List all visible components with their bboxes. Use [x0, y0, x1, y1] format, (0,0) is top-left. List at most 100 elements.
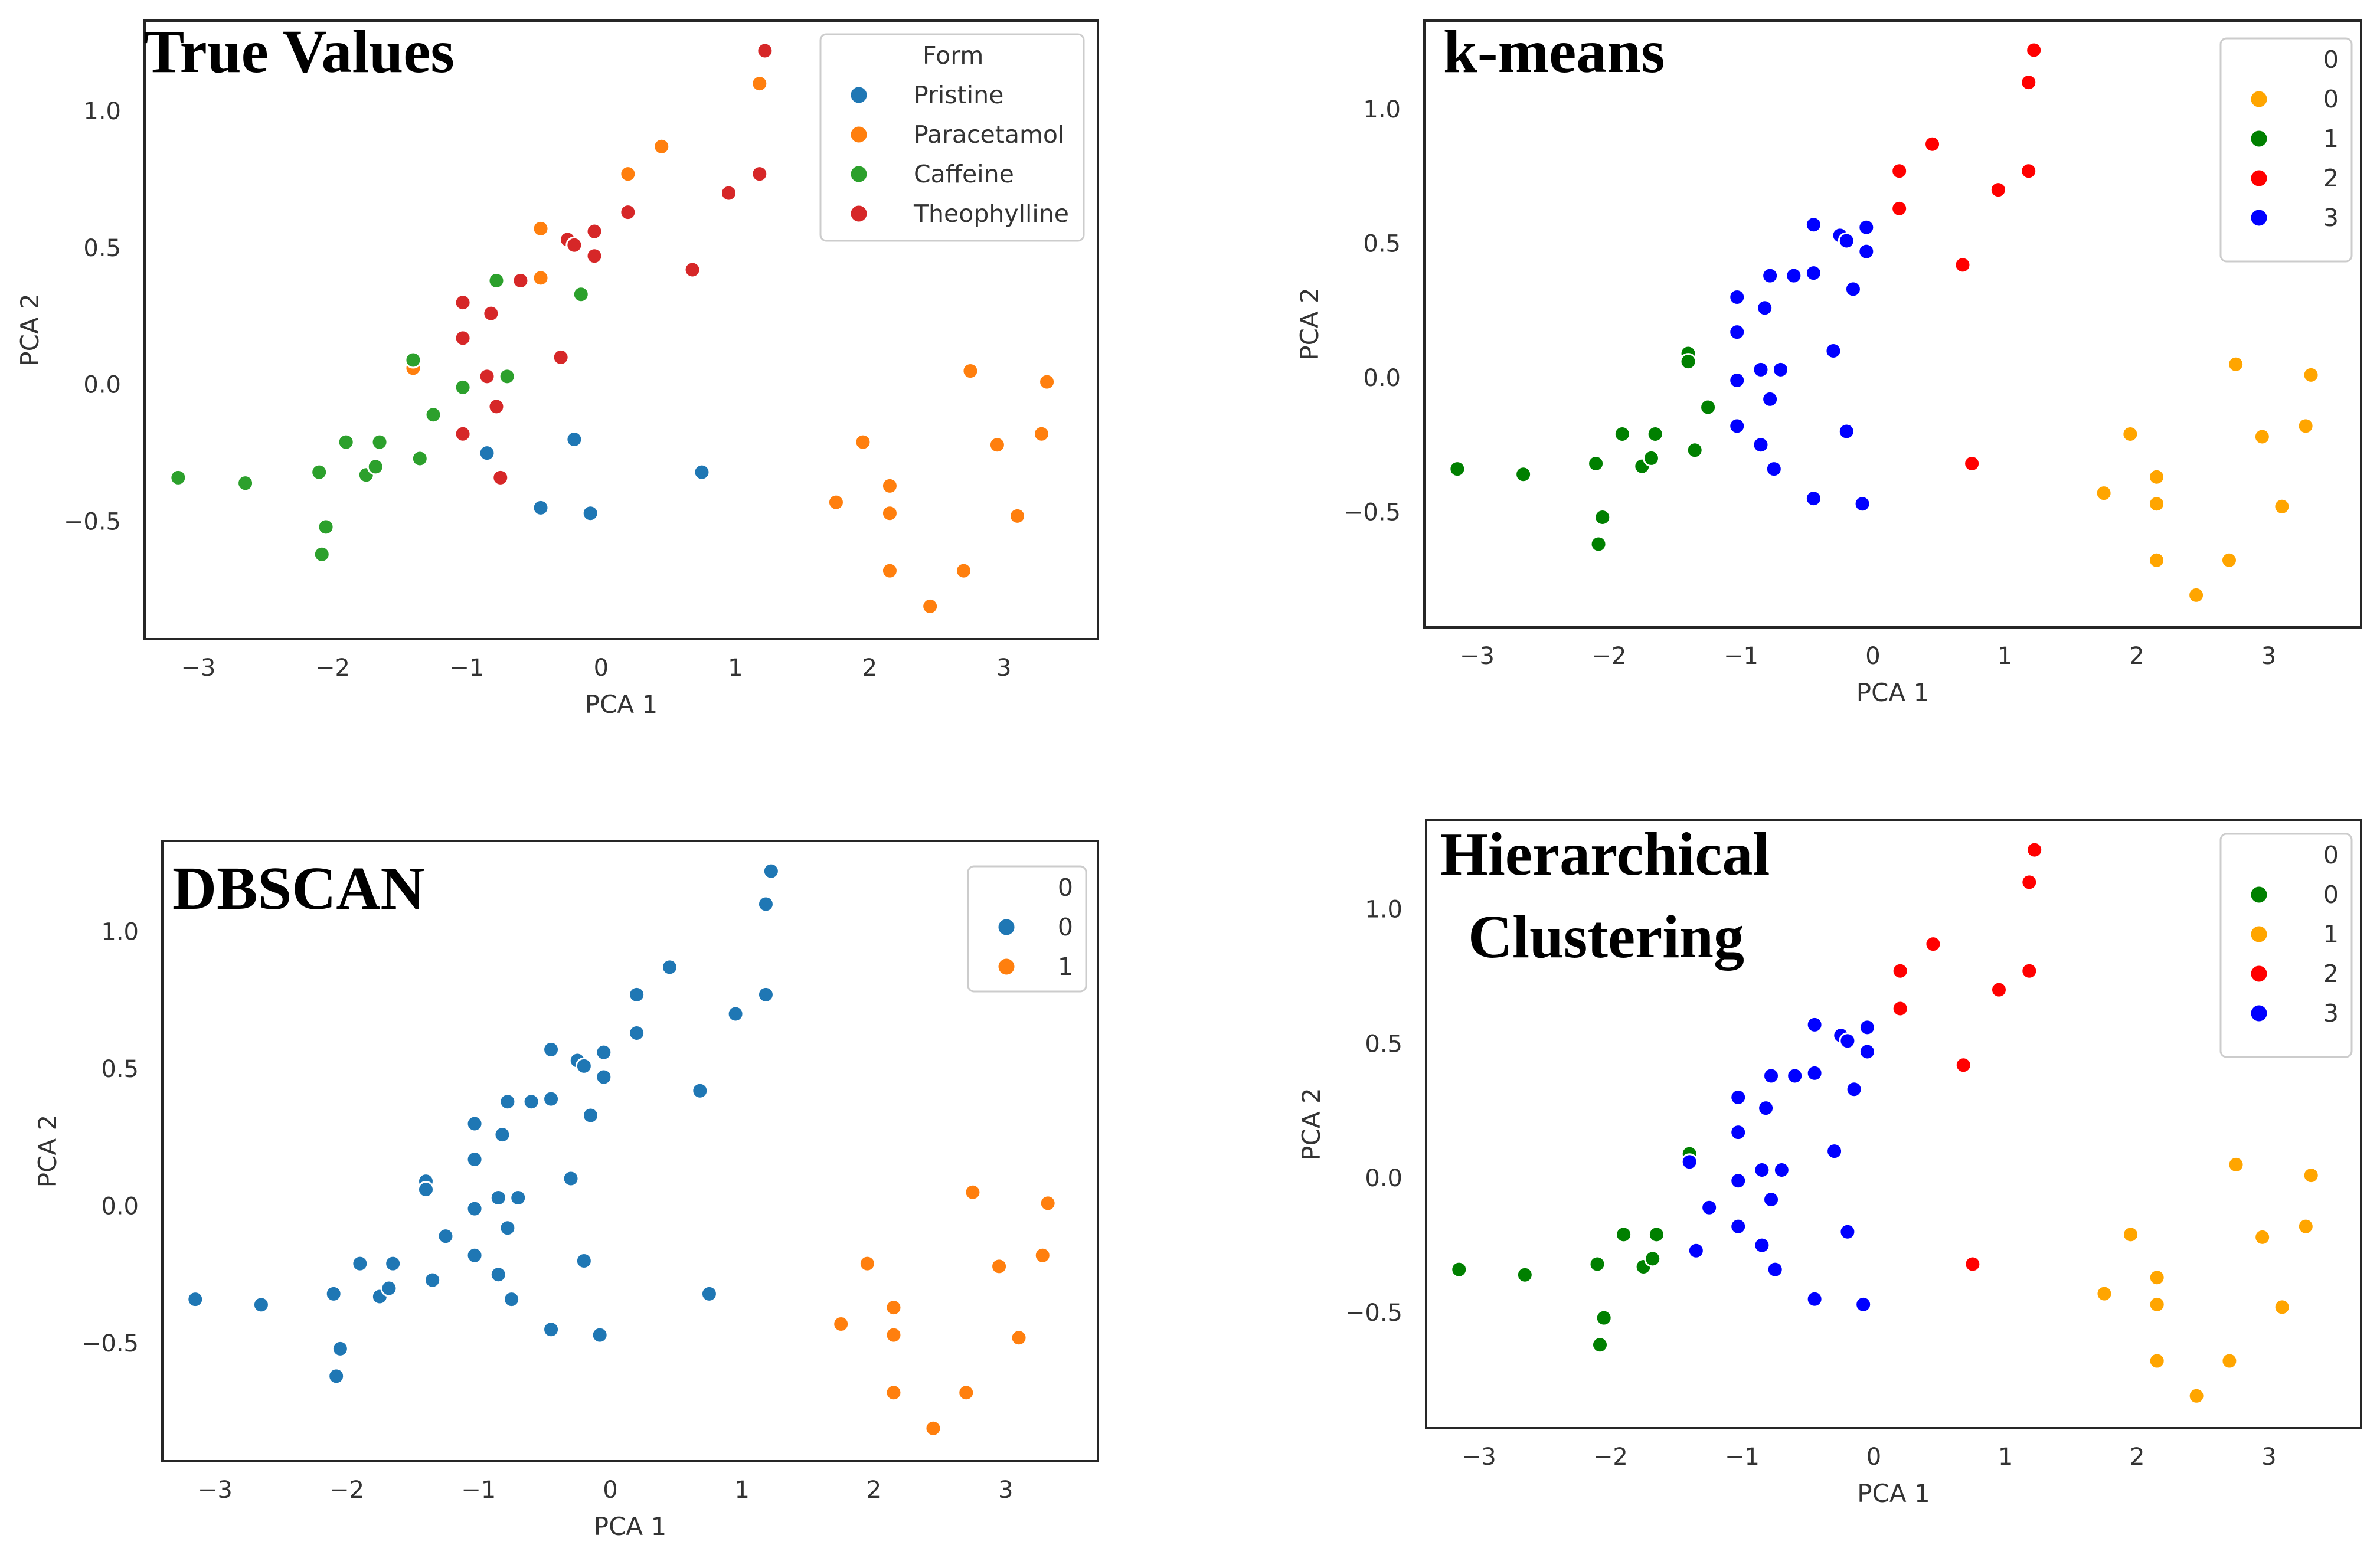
data-point [858, 1255, 876, 1272]
y-axis-label: PCA 2 [1295, 287, 1324, 360]
x-tick-label: 0 [1866, 1444, 1881, 1471]
data-point [1756, 299, 1774, 317]
data-point [832, 1315, 850, 1333]
data-point [1039, 1194, 1057, 1212]
data-point [2148, 1295, 2166, 1313]
data-point [1010, 1329, 1028, 1347]
data-point [454, 378, 472, 396]
data-point [1839, 1223, 1856, 1240]
data-point [478, 444, 496, 462]
plot-area [1425, 819, 2362, 1429]
data-point [581, 505, 599, 522]
data-point [1728, 289, 1746, 306]
data-point [1858, 1043, 1876, 1061]
data-point [757, 895, 774, 913]
data-point [488, 398, 505, 415]
data-point [1699, 398, 1717, 416]
data-point [1785, 267, 1803, 284]
x-tick-label: −2 [329, 1477, 364, 1504]
data-point [691, 1082, 709, 1099]
plot-area [1423, 19, 2362, 629]
x-tick-label: 0 [1865, 643, 1880, 670]
x-tick-label: 2 [867, 1477, 881, 1504]
legend-label: 3 [2323, 204, 2339, 232]
data-point [1032, 425, 1050, 443]
y-tick-label: −0.5 [1345, 1300, 1402, 1327]
data-point [2302, 366, 2320, 384]
data-point [317, 518, 335, 536]
legend-marker [2249, 1003, 2269, 1023]
data-point [881, 562, 898, 580]
x-tick-label: 1 [735, 1477, 750, 1504]
x-tick-label: 1 [1998, 1444, 2013, 1471]
data-point [653, 138, 671, 155]
data-point [1595, 1309, 1613, 1327]
data-point [1924, 935, 1942, 953]
data-point [1891, 162, 1908, 180]
y-tick-label: 0.0 [101, 1193, 139, 1220]
legend-box [967, 865, 1087, 993]
legend-marker [2249, 885, 2269, 905]
y-tick-label: 0.5 [1365, 1030, 1402, 1058]
data-point [380, 1279, 398, 1297]
data-point [2148, 1352, 2166, 1370]
data-point [1954, 1056, 1972, 1074]
data-point [1963, 455, 1981, 473]
data-point [2253, 428, 2271, 446]
data-point [727, 1005, 744, 1023]
data-point [1034, 1246, 1051, 1264]
data-point [310, 463, 328, 481]
chart-panel-hierarchical-clustering: −3 −2 −1 0 1 2 3 −0.5 0.0 0.5 1.0 PCA 1 PCA 2 Hierarc… [1297, 819, 2362, 1508]
data-point [957, 1384, 975, 1402]
legend-marker [2249, 89, 2269, 109]
data-point [2220, 551, 2238, 569]
legend-label: Theophylline [913, 199, 1069, 228]
data-point [522, 1093, 540, 1111]
data-point [493, 1126, 511, 1144]
data-point [542, 1321, 560, 1338]
data-point [489, 1266, 507, 1284]
data-point [503, 1291, 521, 1308]
x-tick-label: 2 [862, 654, 877, 682]
y-tick-label: 0.0 [83, 372, 121, 399]
chart-panel-dbscan: −3 −2 −1 0 1 2 3 −0.5 0.0 0.5 1.0 PCA 1 PCA 2 DBSCAN 0… [33, 840, 1099, 1541]
data-point [582, 1107, 600, 1124]
data-point [2227, 355, 2245, 373]
data-point [562, 1170, 580, 1187]
data-point [565, 430, 583, 448]
data-point [417, 1181, 434, 1199]
data-point [411, 450, 429, 467]
data-point [575, 1057, 593, 1075]
data-point [1038, 373, 1056, 391]
x-tick-label: 3 [996, 654, 1011, 682]
legend: 0 0 1 2 3 [2219, 37, 2353, 263]
data-point [2302, 1167, 2320, 1184]
data-point [1858, 218, 1875, 236]
data-point [619, 165, 637, 183]
x-tick-label: 3 [2261, 643, 2276, 670]
data-point [2188, 586, 2205, 604]
data-point [1853, 495, 1871, 513]
data-point [492, 469, 509, 486]
data-point [1752, 436, 1770, 454]
data-point [2254, 1228, 2271, 1246]
data-point [2148, 551, 2166, 569]
data-point [424, 406, 442, 424]
x-tick-label: −1 [461, 1477, 496, 1504]
data-point [1730, 1217, 1747, 1235]
data-point [1679, 353, 1697, 371]
data-point [1891, 1000, 1909, 1017]
data-point [328, 1367, 345, 1385]
data-point [1855, 1295, 1872, 1313]
x-tick-label: 0 [594, 654, 609, 682]
data-point [628, 986, 646, 1003]
data-point [466, 1200, 483, 1217]
data-point [1844, 280, 1862, 298]
data-point [955, 562, 973, 580]
data-point [454, 425, 472, 443]
data-point [595, 1068, 613, 1086]
legend-label: 0 [1058, 913, 1073, 941]
data-point [661, 958, 678, 976]
data-point [2026, 841, 2044, 859]
data-point [1825, 342, 1842, 359]
